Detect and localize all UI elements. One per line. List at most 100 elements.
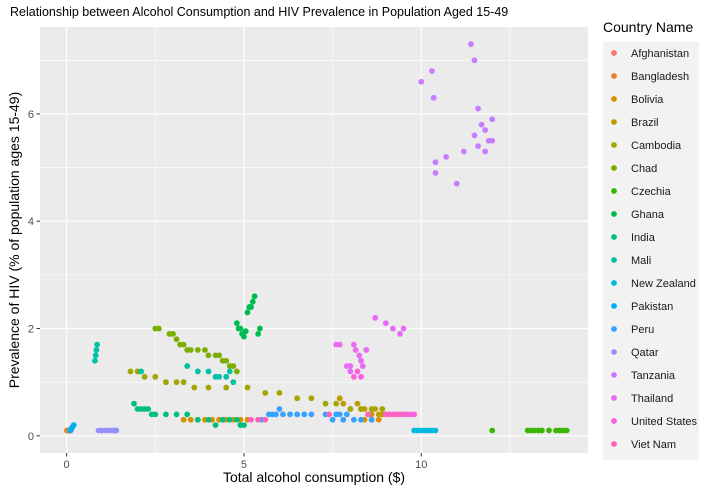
data-point-mali bbox=[230, 379, 237, 386]
legend-key-label: Pakistan bbox=[631, 301, 673, 313]
data-point-thailand bbox=[359, 363, 366, 369]
data-point-thailand bbox=[347, 363, 354, 369]
data-point-qatar bbox=[113, 427, 120, 434]
data-point-cambodia bbox=[180, 379, 187, 386]
legend-key-marker bbox=[611, 211, 617, 217]
data-point-chad bbox=[155, 325, 162, 332]
legend-key-marker bbox=[611, 50, 617, 56]
data-point-ghana bbox=[249, 298, 256, 305]
plot-panel bbox=[40, 27, 588, 453]
data-point-ghana bbox=[241, 333, 247, 340]
data-point-tanzania bbox=[432, 170, 439, 176]
data-point-tanzania bbox=[471, 132, 478, 139]
data-point-united-states bbox=[354, 368, 361, 375]
data-point-bolivia bbox=[187, 416, 194, 423]
data-point-tanzania bbox=[429, 68, 435, 74]
data-point-tanzania bbox=[418, 78, 425, 85]
data-point-cambodia bbox=[308, 395, 315, 402]
data-point-india bbox=[131, 400, 137, 407]
data-point-thailand bbox=[358, 357, 364, 364]
data-point-cambodia bbox=[276, 390, 283, 396]
legend-key-marker bbox=[611, 441, 617, 447]
data-point-viet-nam bbox=[262, 416, 269, 423]
data-point-tanzania bbox=[475, 143, 481, 150]
data-point-viet-nam bbox=[248, 416, 254, 423]
data-points bbox=[64, 41, 570, 434]
data-point-ghana bbox=[248, 304, 254, 310]
data-point-brazil bbox=[340, 400, 347, 407]
data-point-mali bbox=[184, 363, 191, 369]
data-point-thailand bbox=[382, 320, 389, 327]
data-point-cambodia bbox=[223, 384, 230, 391]
legend-key-marker bbox=[611, 142, 617, 148]
legend-key-label: United States bbox=[631, 416, 698, 428]
data-point-chad bbox=[173, 336, 180, 343]
data-point-cambodia bbox=[173, 379, 180, 386]
data-point-tanzania bbox=[489, 137, 496, 144]
data-point-tanzania bbox=[482, 148, 489, 155]
data-point-peru bbox=[358, 416, 364, 423]
legend-key-label: Cambodia bbox=[631, 140, 682, 152]
legend-key-label: Ghana bbox=[631, 209, 665, 221]
data-point-india bbox=[219, 416, 226, 423]
data-point-thailand bbox=[347, 368, 354, 375]
data-point-india bbox=[145, 406, 152, 412]
data-point-czechia bbox=[538, 427, 545, 434]
legend-key-label: New Zealand bbox=[631, 278, 696, 290]
data-point-pakistan bbox=[70, 422, 77, 429]
data-point-chad bbox=[230, 363, 237, 369]
y-axis-label: Prevalence of HIV (% of population ages … bbox=[6, 92, 22, 389]
data-point-india bbox=[226, 416, 233, 423]
data-point-thailand bbox=[397, 330, 403, 337]
x-tick-label: 5 bbox=[241, 459, 247, 471]
legend-key-label: Czechia bbox=[631, 186, 672, 198]
data-point-united-states bbox=[411, 411, 418, 418]
data-point-peru bbox=[336, 411, 343, 418]
data-point-mali bbox=[92, 352, 99, 359]
data-point-peru bbox=[287, 411, 293, 418]
data-point-india bbox=[163, 411, 169, 418]
y-tick-label: 4 bbox=[28, 216, 34, 228]
data-point-viet-nam bbox=[390, 411, 396, 418]
legend-key-marker bbox=[611, 188, 617, 194]
legend-keys: Afghanistan Bangladesh Bolivia Brazil Cambod… bbox=[611, 48, 698, 451]
legend-key-label: Peru bbox=[631, 324, 654, 336]
data-point-india bbox=[212, 422, 219, 429]
data-point-cambodia bbox=[127, 368, 134, 375]
chart-title: Relationship between Alcohol Consumption… bbox=[10, 5, 508, 19]
data-point-ghana bbox=[242, 328, 249, 335]
data-point-cambodia bbox=[262, 390, 269, 396]
legend-key-marker bbox=[611, 372, 617, 378]
data-point-tanzania bbox=[460, 148, 467, 155]
data-point-thailand bbox=[351, 341, 357, 348]
y-tick-label: 6 bbox=[28, 109, 34, 121]
data-point-chad bbox=[205, 352, 212, 359]
data-point-cambodia bbox=[358, 406, 364, 412]
data-point-cambodia bbox=[322, 400, 329, 407]
data-point-thailand bbox=[372, 314, 379, 321]
x-axis-label: Total alcohol consumption ($) bbox=[223, 469, 405, 485]
data-point-peru bbox=[280, 411, 286, 418]
data-point-ghana bbox=[233, 320, 240, 327]
data-point-peru bbox=[276, 406, 283, 412]
data-point-czechia bbox=[489, 427, 496, 434]
data-point-tanzania bbox=[443, 153, 450, 160]
legend-key-label: Bolivia bbox=[631, 94, 664, 106]
data-point-india bbox=[184, 411, 191, 418]
legend-key-marker bbox=[611, 234, 617, 240]
data-point-cambodia bbox=[294, 395, 301, 402]
data-point-mali bbox=[223, 373, 230, 380]
data-point-chad bbox=[170, 330, 176, 337]
data-point-thailand bbox=[356, 352, 363, 359]
data-point-thailand bbox=[390, 325, 396, 332]
legend-key-label: Qatar bbox=[631, 347, 659, 359]
data-point-ghana bbox=[255, 330, 262, 337]
legend-key-marker bbox=[611, 257, 617, 263]
legend-key-label: Chad bbox=[631, 163, 657, 175]
legend-key-marker bbox=[611, 349, 617, 355]
data-point-bolivia bbox=[375, 416, 382, 423]
axis-ticks: 0 5 10 0 2 4 6 bbox=[28, 109, 428, 471]
data-point-india bbox=[233, 416, 240, 423]
data-point-ghana bbox=[237, 325, 244, 332]
